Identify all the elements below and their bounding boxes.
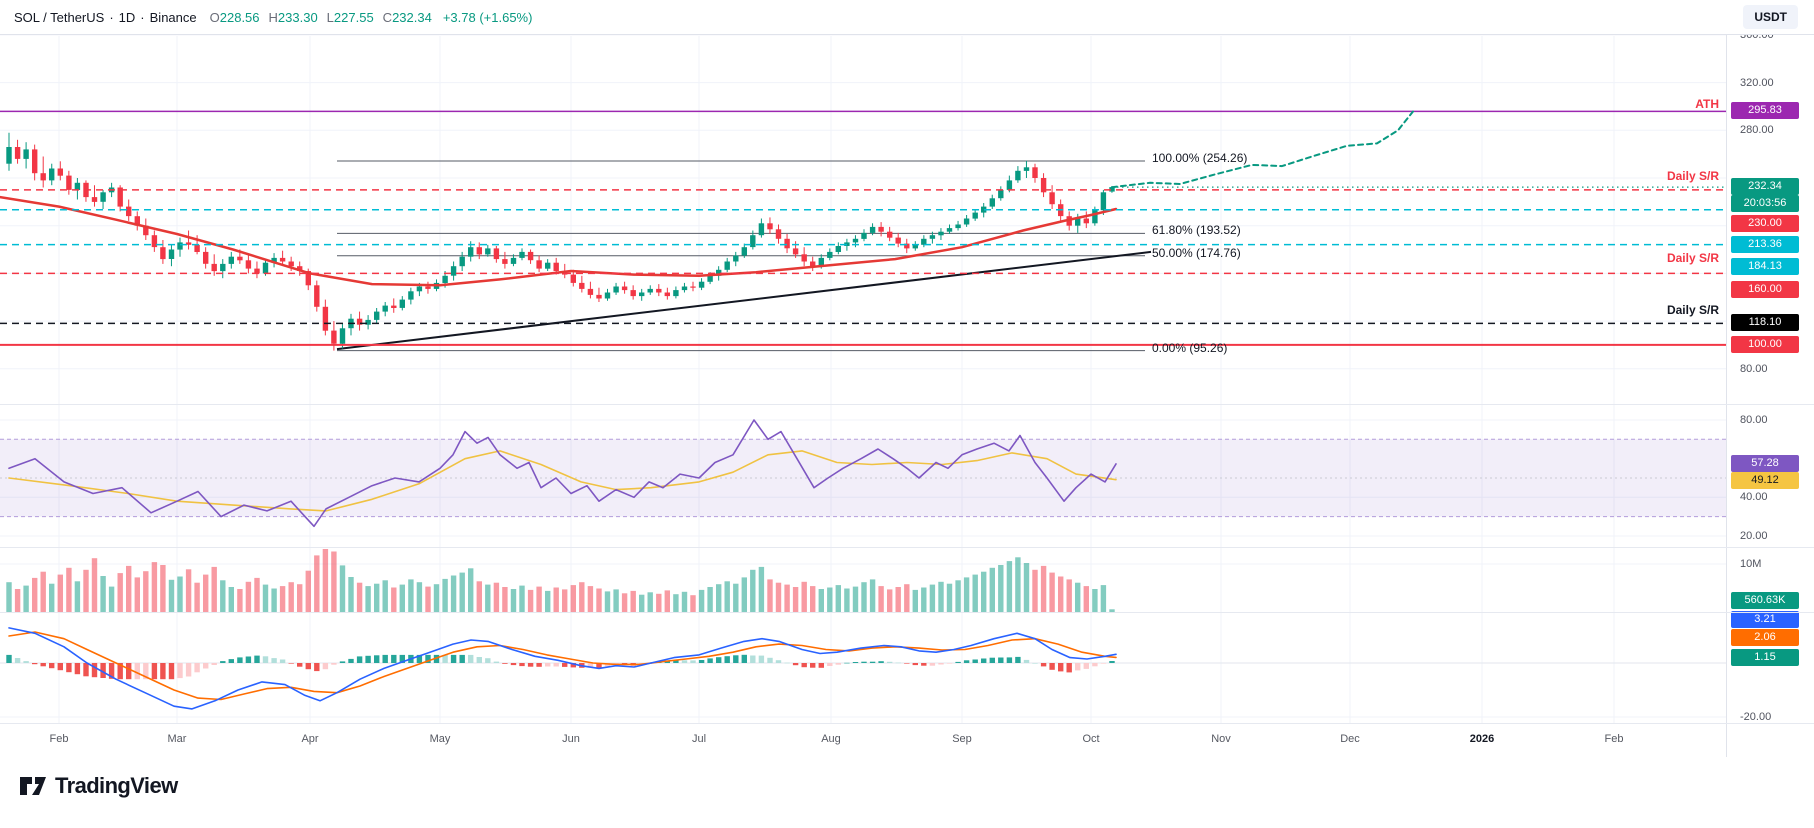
separator-dot: · — [109, 9, 114, 25]
time-axis-label: Jun — [562, 733, 580, 745]
macd-badge: 3.21 — [1731, 611, 1799, 628]
axis-tick: 280.00 — [1740, 124, 1774, 136]
chart-canvas[interactable] — [0, 0, 1726, 757]
low-value: 227.55 — [333, 9, 374, 25]
open-label: O — [209, 9, 220, 25]
pane-separator[interactable] — [0, 404, 1814, 405]
countdown-badge: 20:03:56 — [1731, 195, 1799, 212]
time-axis-label: Feb — [1604, 733, 1624, 745]
tradingview-logo[interactable]: TradingView — [18, 773, 178, 799]
macd-signal-badge: 2.06 — [1731, 629, 1799, 646]
tradingview-logo-text: TradingView — [55, 773, 178, 798]
time-axis-label: 2026 — [1469, 733, 1495, 745]
low-label: L — [326, 9, 334, 25]
high-value: 233.30 — [277, 9, 318, 25]
axis-tick: 360.00 — [1740, 35, 1774, 41]
price-badge-sr-213: 213.36 — [1731, 236, 1799, 253]
ohlc-readout: O228.56 H233.30 L227.55 C232.34 +3.78 (+… — [210, 10, 533, 25]
time-axis-label: Oct — [1082, 733, 1100, 745]
pane-separator[interactable] — [0, 612, 1814, 613]
time-axis-label: Sep — [952, 733, 972, 745]
time-axis-label: Apr — [301, 733, 319, 745]
axis-tick: 40.00 — [1740, 491, 1768, 503]
axis-tick: 320.00 — [1740, 77, 1774, 89]
volume-badge: 560.63K — [1731, 592, 1799, 609]
axis-tick: 80.00 — [1740, 414, 1768, 426]
page-footer: TradingView — [0, 757, 1814, 828]
interval-label[interactable]: 1D — [118, 9, 136, 25]
price-badge-sr-184: 184.13 — [1731, 258, 1799, 275]
symbol-name[interactable]: SOL / TetherUS — [14, 9, 105, 25]
time-axis-label: Mar — [167, 733, 187, 745]
axis-tick: -20.00 — [1740, 711, 1772, 723]
exchange-label[interactable]: Binance — [149, 9, 197, 25]
rsi-badge: 57.28 — [1731, 455, 1799, 472]
time-axis-label: Dec — [1340, 733, 1360, 745]
rsi-ma-badge: 49.12 — [1731, 472, 1799, 489]
time-axis-label: Aug — [821, 733, 841, 745]
price-badge-ath: 295.83 — [1731, 102, 1799, 119]
open-value: 228.56 — [219, 9, 260, 25]
price-badge-sr-230: 230.00 — [1731, 215, 1799, 232]
separator-dot: · — [140, 9, 145, 25]
change-value: +3.78 (+1.65%) — [442, 9, 533, 25]
time-axis-label: Feb — [49, 733, 69, 745]
axis-tick: 80.00 — [1740, 363, 1768, 375]
axis-tick: 20.00 — [1740, 530, 1768, 542]
price-axis[interactable]: 360.00 320.00 280.00 80.00 80.00 40.00 20.00 10… — [1726, 35, 1814, 757]
time-axis-label: May — [429, 733, 451, 745]
pane-separator[interactable] — [0, 723, 1814, 724]
time-axis-label: Nov — [1211, 733, 1231, 745]
price-badge-last: 232.34 — [1731, 178, 1799, 195]
price-badge-sr-100: 100.00 — [1731, 336, 1799, 353]
high-label: H — [268, 9, 278, 25]
time-axis[interactable]: Feb Mar Apr May Jun Jul Aug Sep Oct Nov Dec 2026 Feb — [0, 724, 1726, 757]
currency-usdt-button[interactable]: USDT — [1743, 5, 1798, 29]
close-value: 232.34 — [392, 9, 432, 25]
price-badge-sr-160: 160.00 — [1731, 281, 1799, 298]
close-label: C — [382, 9, 393, 25]
time-axis-label: Jul — [691, 733, 707, 745]
chart-toolbar: SOL / TetherUS · 1D · Binance O228.56 H2… — [0, 0, 1814, 35]
pane-separator[interactable] — [0, 547, 1814, 548]
axis-tick: 10M — [1740, 558, 1762, 570]
price-badge-sr-118: 118.10 — [1731, 314, 1799, 331]
tradingview-logo-icon — [20, 777, 46, 795]
macd-hist-badge: 1.15 — [1731, 649, 1799, 666]
